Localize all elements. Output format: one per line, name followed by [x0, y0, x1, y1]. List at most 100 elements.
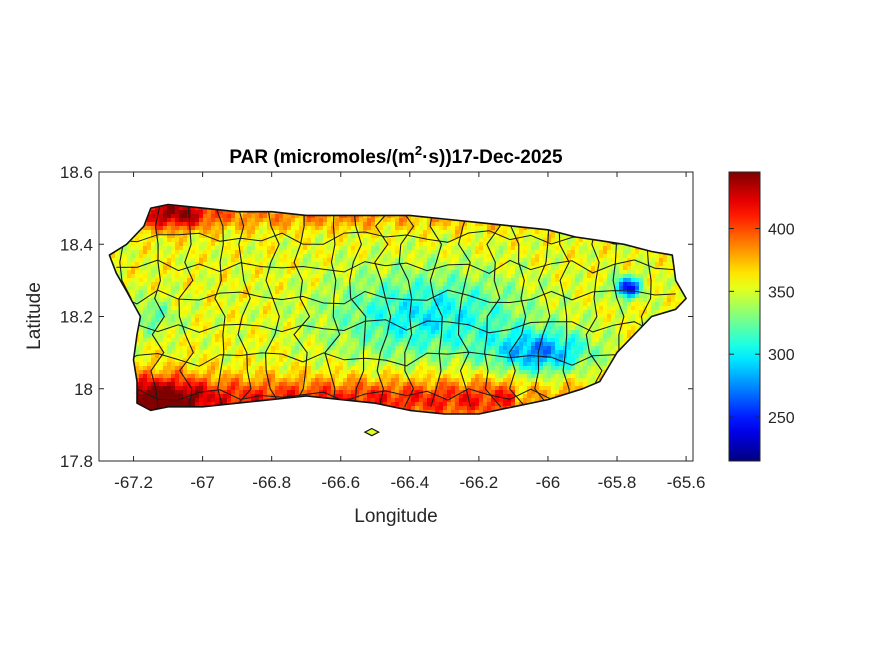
- heat-cell: [367, 346, 372, 351]
- heat-cell: [275, 250, 280, 255]
- heat-cell: [295, 226, 300, 231]
- heat-cell: [391, 386, 396, 391]
- heat-cell: [323, 258, 328, 263]
- heat-cell: [355, 346, 360, 351]
- heat-cell: [363, 346, 368, 351]
- heat-cell: [235, 366, 240, 371]
- heat-cell: [391, 382, 396, 387]
- heat-cell: [247, 242, 252, 247]
- heat-cell: [155, 342, 160, 347]
- heat-cell: [279, 310, 284, 315]
- heat-cell: [163, 318, 168, 323]
- heat-cell: [415, 378, 420, 383]
- heat-cell: [191, 222, 196, 227]
- heat-cell: [247, 250, 252, 255]
- heat-cell: [139, 354, 144, 359]
- heat-cell: [339, 322, 344, 327]
- heat-cell: [283, 394, 288, 399]
- heat-cell: [235, 330, 240, 335]
- heat-cell: [419, 382, 424, 387]
- heat-cell: [291, 314, 296, 319]
- heat-cell: [335, 346, 340, 351]
- heat-cell: [407, 250, 412, 255]
- heat-cell: [187, 398, 192, 403]
- heat-cell: [263, 366, 268, 371]
- heat-cell: [327, 342, 332, 347]
- heat-cell: [363, 338, 368, 343]
- heat-cell: [259, 310, 264, 315]
- heat-cell: [167, 250, 172, 255]
- heat-cell: [227, 262, 232, 267]
- heat-cell: [179, 318, 184, 323]
- heat-cell: [131, 258, 136, 263]
- heat-cell: [407, 330, 412, 335]
- heat-cell: [187, 310, 192, 315]
- heat-cell: [391, 322, 396, 327]
- heat-cell: [407, 386, 412, 391]
- heat-cell: [143, 350, 148, 355]
- heat-cell: [227, 334, 232, 339]
- heat-cell: [283, 318, 288, 323]
- heat-cell: [343, 370, 348, 375]
- heat-cell: [151, 318, 156, 323]
- heat-cell: [403, 334, 408, 339]
- heat-cell: [123, 266, 128, 271]
- heat-cell: [299, 386, 304, 391]
- heat-cell: [263, 294, 268, 299]
- heat-cell: [191, 358, 196, 363]
- heat-cell: [319, 374, 324, 379]
- heat-cell: [423, 334, 428, 339]
- heat-cell: [387, 302, 392, 307]
- heat-cell: [191, 374, 196, 379]
- heat-cell: [239, 350, 244, 355]
- heat-cell: [255, 382, 260, 387]
- heat-cell: [203, 398, 208, 403]
- heat-cell: [251, 218, 256, 223]
- heat-cell: [183, 242, 188, 247]
- heat-cell: [267, 354, 272, 359]
- heat-cell: [343, 362, 348, 367]
- heat-cell: [251, 270, 256, 275]
- heat-cell: [223, 242, 228, 247]
- heat-cell: [267, 278, 272, 283]
- heat-cell: [147, 278, 152, 283]
- heat-cell: [159, 290, 164, 295]
- heat-cell: [347, 314, 352, 319]
- heat-cell: [203, 302, 208, 307]
- heat-cell: [275, 290, 280, 295]
- heat-cell: [135, 290, 140, 295]
- heat-cell: [215, 334, 220, 339]
- heat-cell: [203, 362, 208, 367]
- heat-cell: [287, 342, 292, 347]
- heat-cell: [411, 222, 416, 227]
- heat-cell: [311, 274, 316, 279]
- heat-cell: [163, 378, 168, 383]
- heat-cell: [199, 214, 204, 219]
- heat-cell: [255, 262, 260, 267]
- heat-cell: [395, 214, 400, 219]
- heat-cell: [179, 246, 184, 251]
- heat-cell: [415, 342, 420, 347]
- heat-cell: [399, 254, 404, 259]
- heat-cell: [167, 318, 172, 323]
- heat-cell: [283, 370, 288, 375]
- heat-cell: [299, 310, 304, 315]
- heat-cell: [235, 382, 240, 387]
- heat-cell: [379, 226, 384, 231]
- heat-cell: [375, 242, 380, 247]
- heat-cell: [211, 346, 216, 351]
- heat-cell: [227, 278, 232, 283]
- heat-cell: [147, 406, 152, 411]
- heat-cell: [351, 250, 356, 255]
- heat-cell: [287, 382, 292, 387]
- heat-cell: [311, 306, 316, 311]
- heat-cell: [327, 314, 332, 319]
- heat-cell: [347, 342, 352, 347]
- heat-cell: [303, 230, 308, 235]
- heat-cell: [139, 342, 144, 347]
- heat-cell: [191, 290, 196, 295]
- heat-cell: [315, 294, 320, 299]
- heat-cell: [227, 302, 232, 307]
- heat-cell: [403, 374, 408, 379]
- heat-cell: [411, 358, 416, 363]
